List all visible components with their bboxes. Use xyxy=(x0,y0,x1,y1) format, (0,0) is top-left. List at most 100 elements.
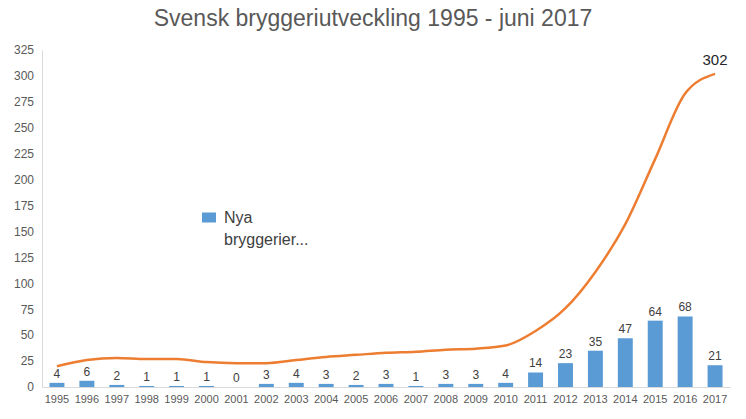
bar xyxy=(109,385,124,387)
x-tick-label: 2013 xyxy=(583,393,607,405)
x-tick: 2002 xyxy=(254,387,278,405)
x-tick-label: 1996 xyxy=(75,393,99,405)
bar xyxy=(199,386,214,387)
y-tick: 150 xyxy=(14,225,42,239)
x-tick: 2015 xyxy=(643,387,667,405)
y-tick-label: 200 xyxy=(14,173,34,187)
data-label: 3 xyxy=(472,368,479,382)
y-tick-label: 50 xyxy=(21,328,35,342)
legend: Nyabryggerier... xyxy=(202,209,308,248)
data-label: 2 xyxy=(113,369,120,383)
x-tick-label: 2006 xyxy=(374,393,398,405)
data-label: 3 xyxy=(442,368,449,382)
y-axis-line xyxy=(42,51,43,388)
data-label: 1 xyxy=(173,370,180,384)
data-label: 64 xyxy=(649,305,663,319)
data-label: 2 xyxy=(353,369,360,383)
y-tick-label: 275 xyxy=(14,95,34,109)
data-label: 21 xyxy=(708,349,722,363)
x-axis-line xyxy=(43,387,731,388)
plot: 0 25 50 75 100 125 150 175 200 225 250 275 300 325 199… xyxy=(14,43,731,404)
bar xyxy=(229,387,244,388)
x-tick-label: 2000 xyxy=(194,393,218,405)
x-tick: 2005 xyxy=(344,387,368,405)
bar xyxy=(169,386,184,387)
y-tick-label: 250 xyxy=(14,121,34,135)
y-tick: 75 xyxy=(21,303,42,317)
data-label: 3 xyxy=(383,368,390,382)
data-label: 4 xyxy=(54,367,61,381)
y-tick: 325 xyxy=(14,43,42,57)
line xyxy=(57,74,715,366)
bar xyxy=(648,321,663,387)
x-tick: 2000 xyxy=(194,387,218,405)
legend-item: Nyabryggerier... xyxy=(202,209,308,248)
x-tick: 2017 xyxy=(703,387,727,405)
bar xyxy=(349,385,364,387)
data-label: 47 xyxy=(619,322,633,336)
x-tick: 2012 xyxy=(553,387,577,405)
y-tick: 50 xyxy=(21,328,42,342)
bar xyxy=(379,384,394,387)
marks xyxy=(49,74,722,387)
x-tick: 2001 xyxy=(224,387,248,405)
y-tick-label: 0 xyxy=(27,380,34,394)
x-tick: 2013 xyxy=(583,387,607,405)
x-tick-label: 2015 xyxy=(643,393,667,405)
bar xyxy=(618,338,633,387)
legend-swatch xyxy=(202,213,216,223)
x-tick-label: 2005 xyxy=(344,393,368,405)
y-tick: 25 xyxy=(21,354,42,368)
x-tick-label: 1995 xyxy=(45,393,69,405)
bar xyxy=(708,365,723,387)
x-tick-label: 2007 xyxy=(404,393,428,405)
data-label: 35 xyxy=(589,335,603,349)
x-tick: 1998 xyxy=(134,387,158,405)
y-tick-label: 175 xyxy=(14,199,34,213)
x-tick: 2016 xyxy=(673,387,697,405)
legend-label: Nyabryggerier... xyxy=(224,209,308,248)
x-tick: 2010 xyxy=(493,387,517,405)
y-tick-label: 325 xyxy=(14,43,34,57)
bar xyxy=(558,363,573,387)
x-tick: 2007 xyxy=(404,387,428,405)
bar xyxy=(79,381,94,387)
x-tick-label: 2017 xyxy=(703,393,727,405)
x-tick-label: 2008 xyxy=(434,393,458,405)
x-tick-label: 2016 xyxy=(673,393,697,405)
data-label: 14 xyxy=(529,356,543,370)
bar xyxy=(678,316,693,387)
y-tick-label: 225 xyxy=(14,147,34,161)
bar xyxy=(438,384,453,387)
x-tick-label: 2010 xyxy=(493,393,517,405)
y-tick-label: 300 xyxy=(14,69,34,83)
bar xyxy=(408,386,423,387)
x-tick: 1997 xyxy=(105,387,129,405)
x-tick-label: 2003 xyxy=(284,393,308,405)
x-tick-label: 2011 xyxy=(524,393,548,405)
x-axis: 1995199619971998199920002001200220032004… xyxy=(43,387,731,405)
x-tick-label: 2001 xyxy=(224,393,248,405)
y-tick: 175 xyxy=(14,199,42,213)
x-tick-label: 2012 xyxy=(553,393,577,405)
y-tick: 100 xyxy=(14,277,42,291)
bar xyxy=(528,372,543,387)
x-tick: 2009 xyxy=(463,387,487,405)
y-tick-label: 25 xyxy=(21,354,35,368)
data-label: 6 xyxy=(84,365,91,379)
y-tick: 125 xyxy=(14,251,42,265)
y-tick-label: 75 xyxy=(21,303,35,317)
y-tick-label: 100 xyxy=(14,277,34,291)
bar xyxy=(588,351,603,387)
y-tick: 200 xyxy=(14,173,42,187)
y-tick: 300 xyxy=(14,69,42,83)
x-tick: 1996 xyxy=(75,387,99,405)
x-tick-label: 1999 xyxy=(164,393,188,405)
x-tick: 2008 xyxy=(434,387,458,405)
bar xyxy=(319,384,334,387)
data-label: 3 xyxy=(263,368,270,382)
bar xyxy=(289,383,304,387)
bar xyxy=(259,384,274,387)
labels: 462111034323133414233547646821302 xyxy=(54,51,728,385)
x-tick: 2011 xyxy=(524,387,548,405)
